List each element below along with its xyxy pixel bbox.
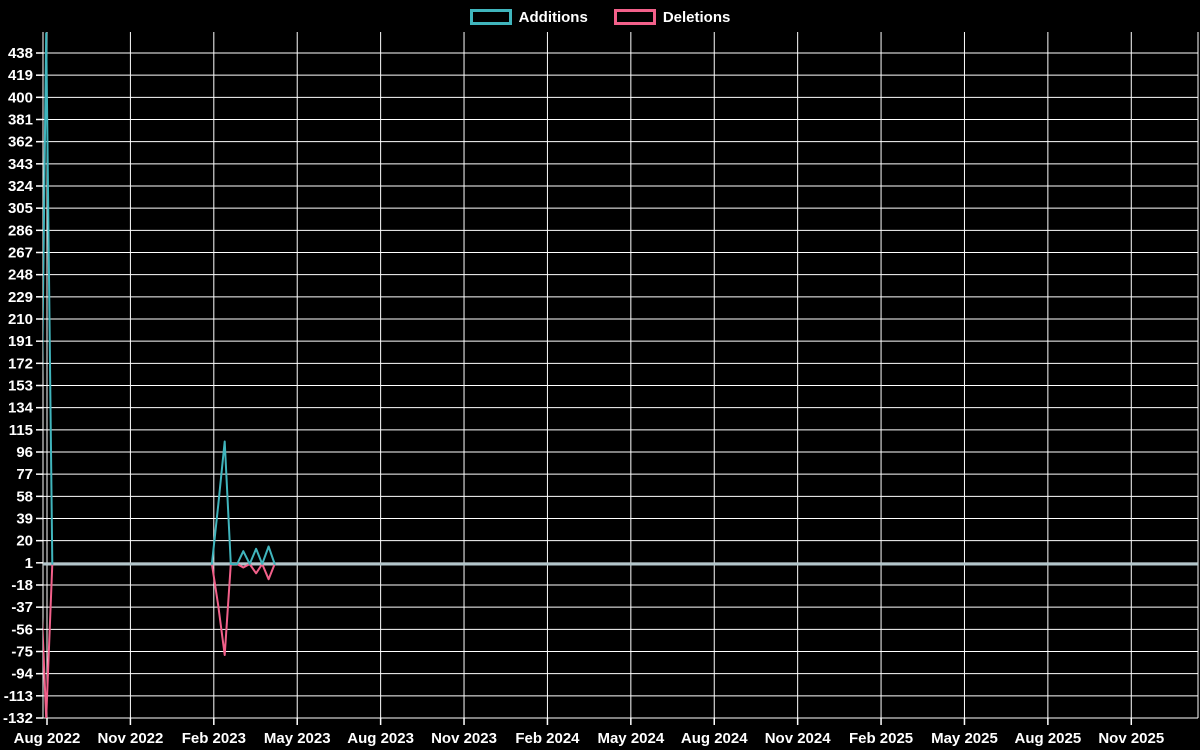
x-tick-label: Aug 2022 (14, 730, 81, 747)
x-tick-label: May 2025 (931, 730, 998, 747)
y-tick-label: -94 (11, 666, 33, 683)
y-tick-label: 343 (8, 156, 33, 173)
y-tick-label: -56 (11, 621, 33, 638)
y-tick-label: 229 (8, 289, 33, 306)
y-tick-label: 134 (8, 400, 34, 417)
y-tick-label: -75 (11, 644, 33, 661)
y-tick-label: 58 (16, 488, 33, 505)
y-tick-label: 248 (8, 267, 33, 284)
y-tick-label: 153 (8, 378, 33, 395)
x-tick-label: Nov 2022 (97, 730, 163, 747)
x-tick-label: May 2024 (597, 730, 664, 747)
y-tick-label: 438 (8, 45, 33, 62)
y-tick-label: 20 (16, 533, 33, 550)
series-line-additions (43, 32, 54, 565)
y-tick-label: 39 (16, 511, 33, 528)
y-tick-label: -37 (11, 599, 33, 616)
y-tick-label: 324 (8, 178, 34, 195)
y-tick-label: 96 (16, 444, 33, 461)
deletions-swatch-icon (613, 9, 656, 25)
y-tick-label: 286 (8, 222, 33, 239)
y-tick-label: 77 (16, 466, 33, 483)
y-tick-label: 1 (25, 555, 33, 572)
y-tick-label: -18 (11, 577, 33, 594)
x-tick-label: Aug 2024 (681, 730, 748, 747)
x-tick-label: Aug 2023 (347, 730, 414, 747)
x-tick-label: Feb 2025 (849, 730, 913, 747)
y-tick-label: 362 (8, 134, 33, 151)
x-tick-label: Feb 2024 (515, 730, 580, 747)
chart-legend: Additions Deletions (0, 5, 1200, 29)
x-tick-label: Nov 2023 (431, 730, 497, 747)
x-tick-label: Aug 2025 (1015, 730, 1082, 747)
series-group (43, 32, 276, 718)
y-tick-label: 419 (8, 67, 33, 84)
y-tick-label: 172 (8, 355, 33, 372)
y-tick-label: 115 (9, 422, 33, 439)
legend-label-additions: Additions (518, 8, 588, 26)
legend-item-additions[interactable]: Additions (469, 8, 588, 26)
legend-label-deletions: Deletions (662, 8, 731, 26)
y-tick-label: 210 (8, 311, 33, 328)
x-tick-label: Feb 2023 (182, 730, 246, 747)
x-tick-label: May 2023 (264, 730, 331, 747)
series-line-deletions (43, 563, 54, 718)
y-tick-label: -132 (3, 710, 33, 727)
y-tick-label: 381 (8, 112, 33, 129)
additions-swatch-icon (469, 9, 512, 25)
y-tick-label: 305 (8, 200, 33, 217)
x-tick-label: Nov 2024 (765, 730, 832, 747)
y-tick-label: 267 (8, 245, 33, 262)
series-line-deletions (210, 563, 276, 656)
legend-item-deletions[interactable]: Deletions (613, 8, 731, 26)
y-tick-label: 191 (8, 333, 33, 350)
y-tick-label: 400 (8, 89, 33, 106)
y-tick-label: -113 (4, 688, 33, 705)
x-tick-label: Nov 2025 (1098, 730, 1164, 747)
series-line-additions (210, 440, 276, 565)
